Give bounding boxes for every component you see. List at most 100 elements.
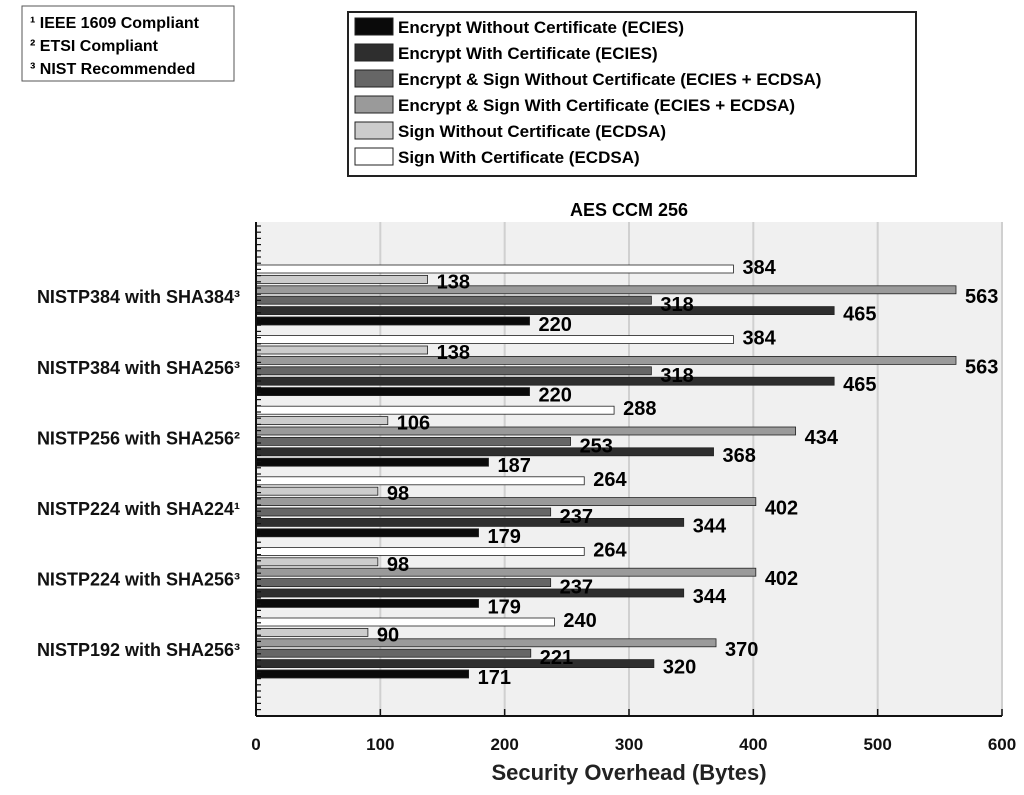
bar <box>255 436 571 446</box>
value-label: 288 <box>623 398 656 420</box>
footnote-ieee: ¹ IEEE 1609 Compliant <box>30 15 200 32</box>
legend-swatch <box>354 43 394 62</box>
bar <box>255 659 655 668</box>
value-label: 98 <box>387 554 409 576</box>
bar <box>255 274 428 284</box>
value-label: 370 <box>725 639 758 661</box>
bar <box>255 518 685 527</box>
bar <box>255 285 957 295</box>
value-label: 179 <box>488 526 521 548</box>
value-label: 368 <box>723 445 756 467</box>
value-label: 402 <box>765 498 798 520</box>
value-label: 138 <box>437 342 470 364</box>
legend: Encrypt Without Certificate (ECIES) Encry… <box>347 11 917 177</box>
value-label: 384 <box>742 257 776 279</box>
value-label: 237 <box>560 506 593 528</box>
bar <box>255 507 552 517</box>
bar <box>255 426 797 436</box>
value-label: 402 <box>765 568 798 590</box>
value-label: 253 <box>580 435 613 457</box>
bar <box>255 306 835 316</box>
x-tick-label: 200 <box>490 735 518 754</box>
bar <box>255 476 585 486</box>
footnote-box: ¹ IEEE 1609 Compliant ² ETSI Compliant ³… <box>21 5 235 82</box>
bar <box>255 588 685 598</box>
value-label: 240 <box>563 610 596 632</box>
legend-label: Sign With Certificate (ECDSA) <box>398 148 640 167</box>
x-tick-label: 400 <box>739 735 767 754</box>
value-label: 171 <box>478 667 511 689</box>
value-label: 106 <box>397 413 430 435</box>
category-label: NISTP384 with SHA384³ <box>37 287 240 307</box>
value-label: 220 <box>539 314 572 336</box>
value-label: 318 <box>660 294 693 316</box>
bar <box>255 578 552 587</box>
value-label: 465 <box>843 374 876 396</box>
x-tick-label: 300 <box>615 735 643 754</box>
x-tick-label: 600 <box>988 735 1016 754</box>
value-label: 138 <box>437 271 470 293</box>
legend-label: Encrypt & Sign With Certificate (ECIES +… <box>398 96 795 115</box>
chart-title: AES CCM 256 <box>570 200 688 220</box>
bar <box>255 648 532 658</box>
value-label: 179 <box>488 596 521 618</box>
plot-area: NISTP384 with SHA384³ 220 465 318 563 138 384 N… <box>37 222 1016 754</box>
legend-label: Encrypt & Sign Without Certificate (ECIE… <box>398 70 821 89</box>
bar <box>255 447 714 457</box>
category-label: NISTP192 with SHA256³ <box>37 640 240 660</box>
value-label: 320 <box>663 657 696 679</box>
legend-swatch <box>354 17 394 36</box>
category-label: NISTP256 with SHA256² <box>37 428 240 448</box>
value-label: 465 <box>843 304 876 326</box>
legend-swatch <box>354 121 394 140</box>
bar <box>255 416 389 426</box>
footnote-etsi: ² ETSI Compliant <box>30 38 159 55</box>
value-label: 563 <box>965 356 998 378</box>
legend-swatch <box>354 69 394 88</box>
bar <box>255 355 957 365</box>
value-label: 344 <box>693 515 727 537</box>
legend-label: Encrypt With Certificate (ECIES) <box>398 44 658 63</box>
category-label: NISTP384 with SHA256³ <box>37 358 240 378</box>
bar <box>255 497 757 507</box>
value-label: 237 <box>560 577 593 599</box>
bar <box>255 669 470 679</box>
bar <box>255 617 555 627</box>
bar <box>255 547 585 556</box>
bar <box>255 457 489 467</box>
bar <box>255 599 479 608</box>
x-axis-title: Security Overhead (Bytes) <box>491 760 766 785</box>
bar <box>255 376 835 386</box>
legend-swatch <box>354 147 394 166</box>
category-label: NISTP224 with SHA256³ <box>37 570 240 590</box>
x-tick-label: 500 <box>863 735 891 754</box>
bar <box>255 628 369 637</box>
bar <box>255 295 652 305</box>
bar <box>255 638 717 648</box>
category-label: NISTP224 with SHA224¹ <box>37 499 240 519</box>
bar <box>255 366 652 376</box>
bar <box>255 567 757 577</box>
legend-label: Sign Without Certificate (ECDSA) <box>398 122 666 141</box>
value-label: 187 <box>498 455 531 477</box>
value-label: 563 <box>965 286 998 308</box>
legend-swatch <box>354 95 394 114</box>
value-label: 90 <box>377 624 399 646</box>
value-label: 264 <box>593 469 627 491</box>
bar <box>255 335 734 345</box>
x-tick-label: 0 <box>251 735 260 754</box>
bar <box>255 345 428 355</box>
bar <box>255 486 379 496</box>
value-label: 434 <box>805 427 839 449</box>
footnote-nist: ³ NIST Recommended <box>30 61 195 78</box>
bar <box>255 264 734 274</box>
x-tick-label: 100 <box>366 735 394 754</box>
value-label: 318 <box>660 365 693 387</box>
value-label: 264 <box>593 539 627 561</box>
value-label: 344 <box>693 586 727 608</box>
value-label: 220 <box>539 385 572 407</box>
bar <box>255 528 479 538</box>
value-label: 221 <box>540 647 573 669</box>
legend-label: Encrypt Without Certificate (ECIES) <box>398 18 684 37</box>
